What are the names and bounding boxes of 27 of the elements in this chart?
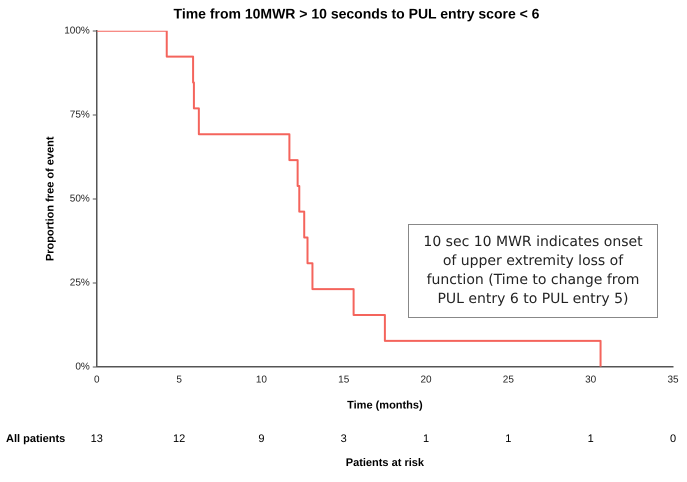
chart-title: Time from 10MWR > 10 seconds to PUL entry score < 6	[174, 5, 540, 22]
text: 3	[340, 432, 347, 445]
text: 1	[422, 432, 430, 445]
text: 1	[588, 432, 594, 445]
x-tick-label: 30	[585, 374, 597, 386]
y-tick-label: 75%	[70, 110, 90, 121]
text: 9	[258, 432, 264, 445]
x-axis-title: Time (months)	[347, 399, 424, 412]
x-tick-label: 10	[256, 374, 268, 386]
x-tick-label: 35	[667, 374, 679, 386]
text: 12	[172, 432, 186, 445]
x-tick-label: 20	[420, 374, 432, 386]
y-tick-label: 50%	[70, 194, 90, 205]
text: 1	[505, 432, 512, 445]
y-axis-title: Proportion free of event	[44, 136, 57, 262]
x-tick-label: 15	[338, 374, 350, 386]
x-tick-label: 25	[502, 374, 514, 386]
y-tick-label: 100%	[64, 26, 90, 37]
text: 13	[90, 432, 103, 445]
y-tick-label: 0%	[75, 362, 90, 373]
x-tick-label: 0	[94, 374, 100, 386]
text: Patients at risk	[346, 456, 425, 469]
x-tick-label: 5	[176, 374, 182, 386]
annotation: 10 sec 10 MWR indicates onset of upper extremity loss of function (Time to change from PUL entry 6 to PUL entry 5)	[408, 224, 658, 318]
text: All patients	[6, 432, 66, 445]
text: 0	[670, 432, 676, 445]
y-tick-label: 25%	[70, 278, 90, 289]
